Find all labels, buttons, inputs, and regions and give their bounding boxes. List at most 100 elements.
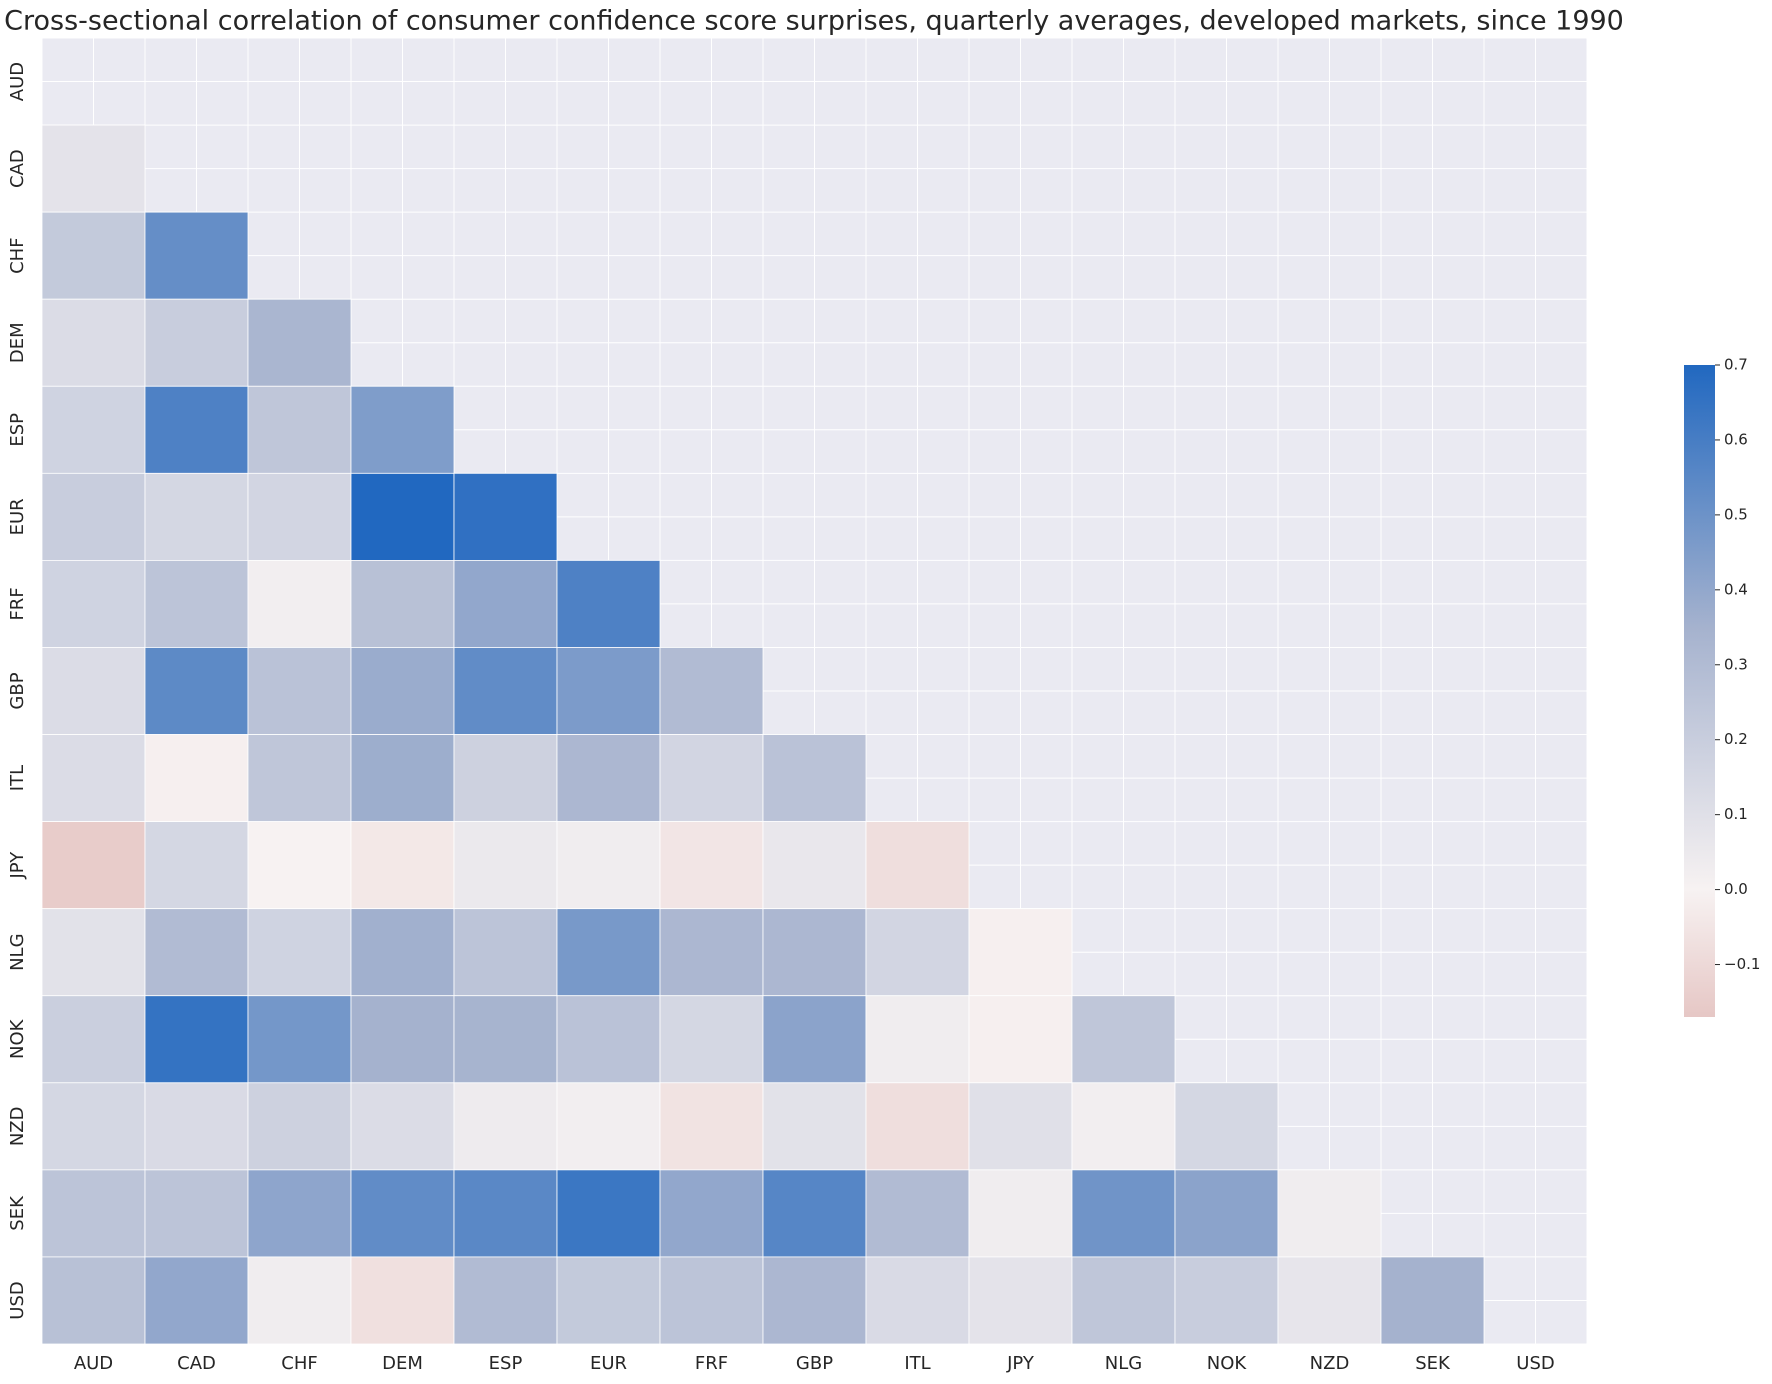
heatmap-cell [865,1256,970,1345]
heatmap-cell [144,298,249,387]
x-tick-label: DEM [382,1353,423,1374]
heatmap-cell [350,1082,455,1171]
heatmap-cell [41,211,146,300]
heatmap-cell [350,821,455,910]
heatmap-cell [350,1256,455,1345]
heatmap-cell [968,1169,1073,1258]
heatmap-cell [659,1082,764,1171]
colorbar [1684,365,1715,1017]
x-tick-label: ESP [489,1353,523,1374]
colorbar-tick-label: 0.5 [1724,505,1748,523]
heatmap-cell [453,995,558,1084]
heatmap-cell [144,1169,249,1258]
colorbar-tick-label: 0.4 [1724,580,1748,598]
heatmap-cell [865,995,970,1084]
heatmap-cell [350,472,455,561]
x-tick-label: AUD [74,1353,113,1374]
heatmap-cell [556,560,661,648]
x-tick-label: NOK [1207,1353,1248,1374]
heatmap-cell [1277,1256,1382,1345]
heatmap-cell [556,647,661,735]
heatmap-cell [41,1169,146,1258]
colorbar-tick-label: −0.1 [1724,955,1760,973]
heatmap-cell [41,995,146,1084]
y-tick-label: NLG [7,933,28,970]
heatmap-cell [762,821,867,910]
heatmap-cell [865,821,970,910]
heatmap-cell [659,821,764,910]
heatmap-cell [659,1169,764,1258]
y-tick-label: CAD [7,149,28,188]
y-tick-label: GBP [7,672,28,709]
heatmap-cell [762,1169,867,1258]
heatmap-cell [1380,1256,1485,1345]
x-tick-label: GBP [796,1353,833,1374]
heatmap-cell [41,1082,146,1171]
heatmap-cell [659,908,764,997]
heatmap-cell [1071,1256,1176,1345]
heatmap-cell [41,821,146,910]
heatmap-cell [968,1082,1073,1171]
heatmap-cell [556,995,661,1084]
heatmap-cell [247,1169,352,1258]
y-tick-label: AUD [7,62,28,101]
heatmap-cell [1174,1256,1279,1345]
x-tick-label: NZD [1310,1353,1350,1374]
y-tick-label: ESP [7,413,28,447]
chart-title: Cross-sectional correlation of consumer … [4,6,1624,37]
colorbar-tick-label: 0.6 [1724,430,1748,448]
y-tick-label: EUR [7,498,28,535]
heatmap-cell [556,821,661,910]
heatmap-cell [247,908,352,997]
heatmap-cell [659,995,764,1084]
x-tick-label: FRF [695,1353,728,1374]
heatmap-cell [1071,1169,1176,1258]
heatmap-cell [144,560,249,648]
heatmap-cell [1277,1169,1382,1258]
x-tick-label: USD [1516,1353,1554,1374]
y-tick-label: JPY [7,851,28,880]
y-tick-label: SEK [7,1195,28,1231]
heatmap-cell [144,1082,249,1171]
heatmap-cell [144,908,249,997]
heatmap-cell [41,560,146,648]
y-tick-label: DEM [7,322,28,363]
heatmap-cell [762,908,867,997]
heatmap-cell [350,385,455,474]
heatmap-cell [144,734,249,822]
colorbar-tick-label: 0.1 [1724,805,1748,823]
heatmap-cell [968,1256,1073,1345]
y-tick-label: NZD [7,1107,28,1147]
heatmap-cell [556,1169,661,1258]
heatmap-cell [144,385,249,474]
heatmap-cell [41,298,146,387]
heatmap-cell [247,1082,352,1171]
heatmap-cell [556,908,661,997]
heatmap-cell [41,1256,146,1345]
x-tick-label: JPY [1006,1353,1035,1374]
heatmap-cell [350,560,455,648]
heatmap-cell [247,1256,352,1345]
heatmap-cell [865,1082,970,1171]
heatmap-cell [247,647,352,735]
heatmap-cell [762,995,867,1084]
heatmap-cell [350,908,455,997]
heatmap-cell [968,995,1073,1084]
heatmap-cell [41,908,146,997]
x-tick-label: SEK [1415,1353,1451,1374]
x-tick-label: EUR [590,1353,627,1374]
heatmap-cell [556,734,661,822]
heatmap-cell [41,472,146,561]
colorbar-tick-label: 0.0 [1724,880,1748,898]
heatmap-cell [41,124,146,213]
heatmap-cell [659,734,764,822]
heatmap-cell [247,298,352,387]
heatmap-cell [453,908,558,997]
heatmap-cell [659,1256,764,1345]
heatmap-cell [350,995,455,1084]
heatmap-cell [1174,1169,1279,1258]
heatmap-cell [453,472,558,561]
heatmap-cell [41,385,146,474]
heatmap-cell [350,1169,455,1258]
y-tick-label: USD [7,1281,28,1319]
